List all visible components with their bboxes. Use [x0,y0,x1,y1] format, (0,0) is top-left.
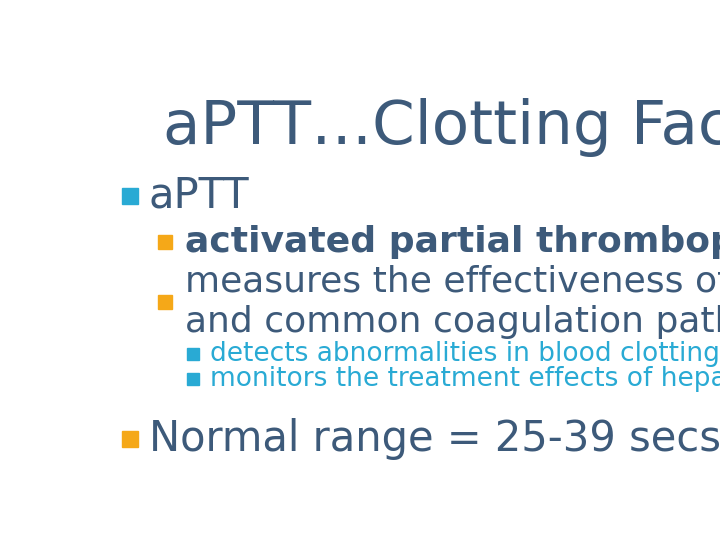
Text: Normal range = 25-39 secs: Normal range = 25-39 secs [148,418,720,460]
Text: aPTT…Clotting Factor Test: aPTT…Clotting Factor Test [163,98,720,157]
Text: aPTT: aPTT [148,175,249,217]
Text: detects abnormalities in blood clotting: detects abnormalities in blood clotting [210,341,720,367]
Text: activated partial thromboplastin time: activated partial thromboplastin time [185,225,720,259]
Text: monitors the treatment effects of heparin: monitors the treatment effects of hepari… [210,366,720,392]
Text: measures the effectiveness of the ‘intrinsic’
and common coagulation pathways: measures the effectiveness of the ‘intri… [185,265,720,339]
